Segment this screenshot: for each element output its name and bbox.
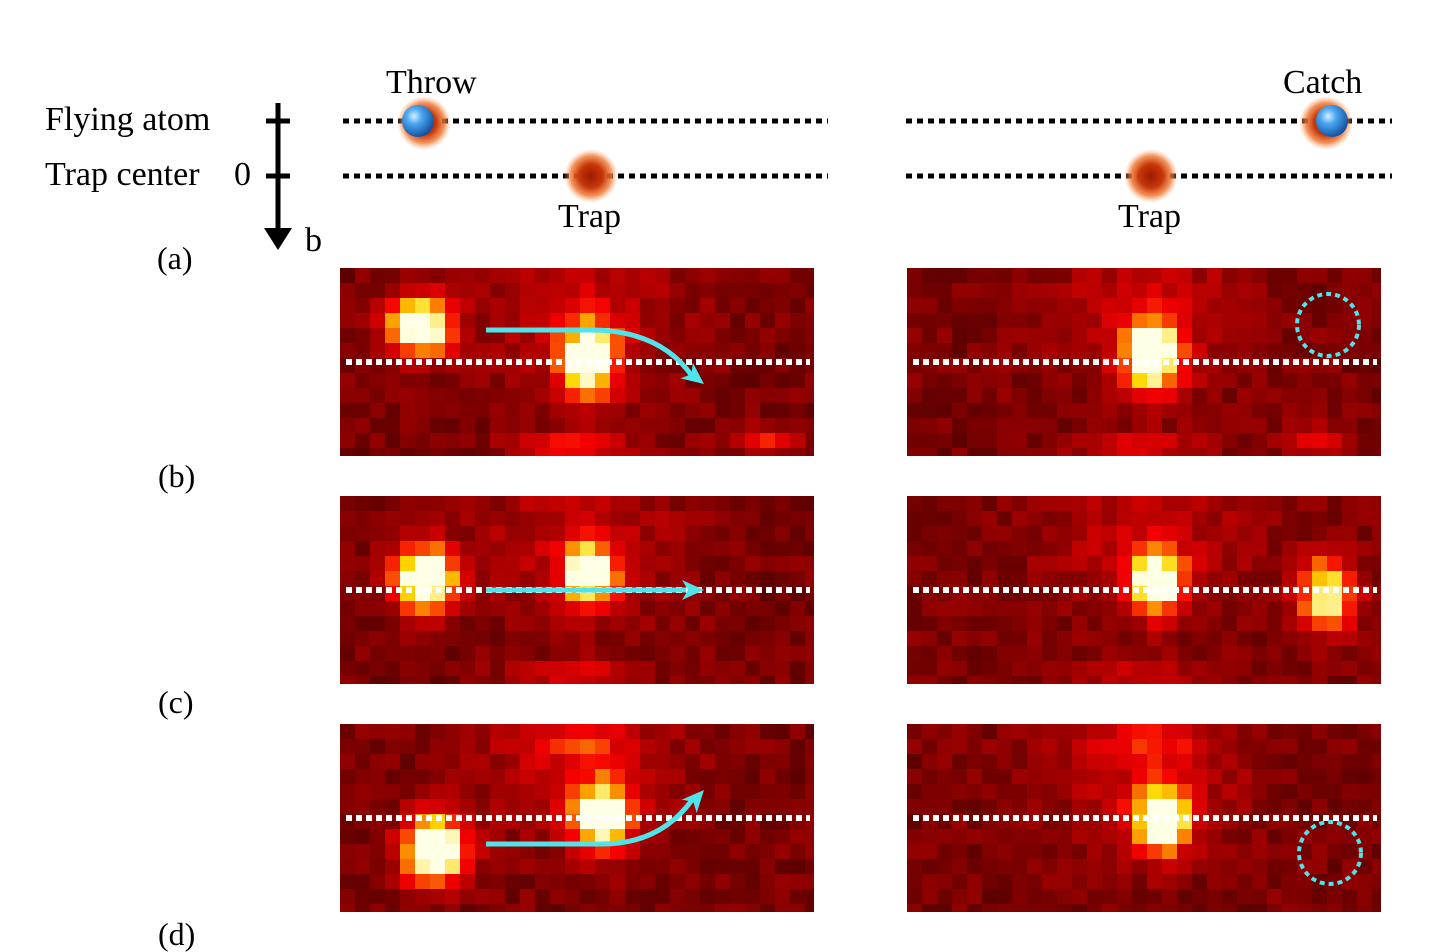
throw-atom-icon (402, 105, 434, 137)
pixel-grid (340, 268, 814, 456)
catch-atom-icon (1316, 105, 1348, 137)
deflected-trajectory-arrow (486, 327, 704, 384)
flying-atom-label: Flying atom (45, 101, 211, 138)
panel-label-c: (c) (158, 684, 194, 720)
image-b-left (340, 268, 814, 456)
panel-label-d: (d) (158, 916, 196, 952)
missing-atom-circle (1297, 820, 1363, 886)
missing-atom-circle (1295, 292, 1361, 358)
image-d-left (340, 724, 814, 912)
panel-label-b: (b) (158, 458, 196, 494)
schematic-diagram (264, 96, 1392, 250)
deflected-up-trajectory-arrow (486, 790, 704, 847)
trap-label-right: Trap (1118, 198, 1181, 235)
b-axis-arrowhead (264, 228, 292, 250)
zero-label: 0 (234, 156, 251, 193)
straight-trajectory-arrow (486, 580, 704, 600)
throw-label: Throw (386, 64, 477, 101)
pixel-grid (340, 724, 814, 912)
trap-label-left: Trap (558, 198, 621, 235)
image-b-right (907, 268, 1381, 456)
pixel-grid (907, 268, 1381, 456)
image-c-right (907, 496, 1381, 684)
panel-label-a: (a) (157, 240, 193, 276)
b-axis-label: b (305, 222, 322, 259)
catch-label: Catch (1283, 64, 1363, 101)
right-trap-icon (1124, 149, 1178, 203)
left-trap-icon (564, 149, 618, 203)
image-c-left (340, 496, 814, 684)
trap-center-label: Trap center (45, 156, 200, 193)
pixel-grid (907, 496, 1381, 684)
image-d-right (907, 724, 1381, 912)
